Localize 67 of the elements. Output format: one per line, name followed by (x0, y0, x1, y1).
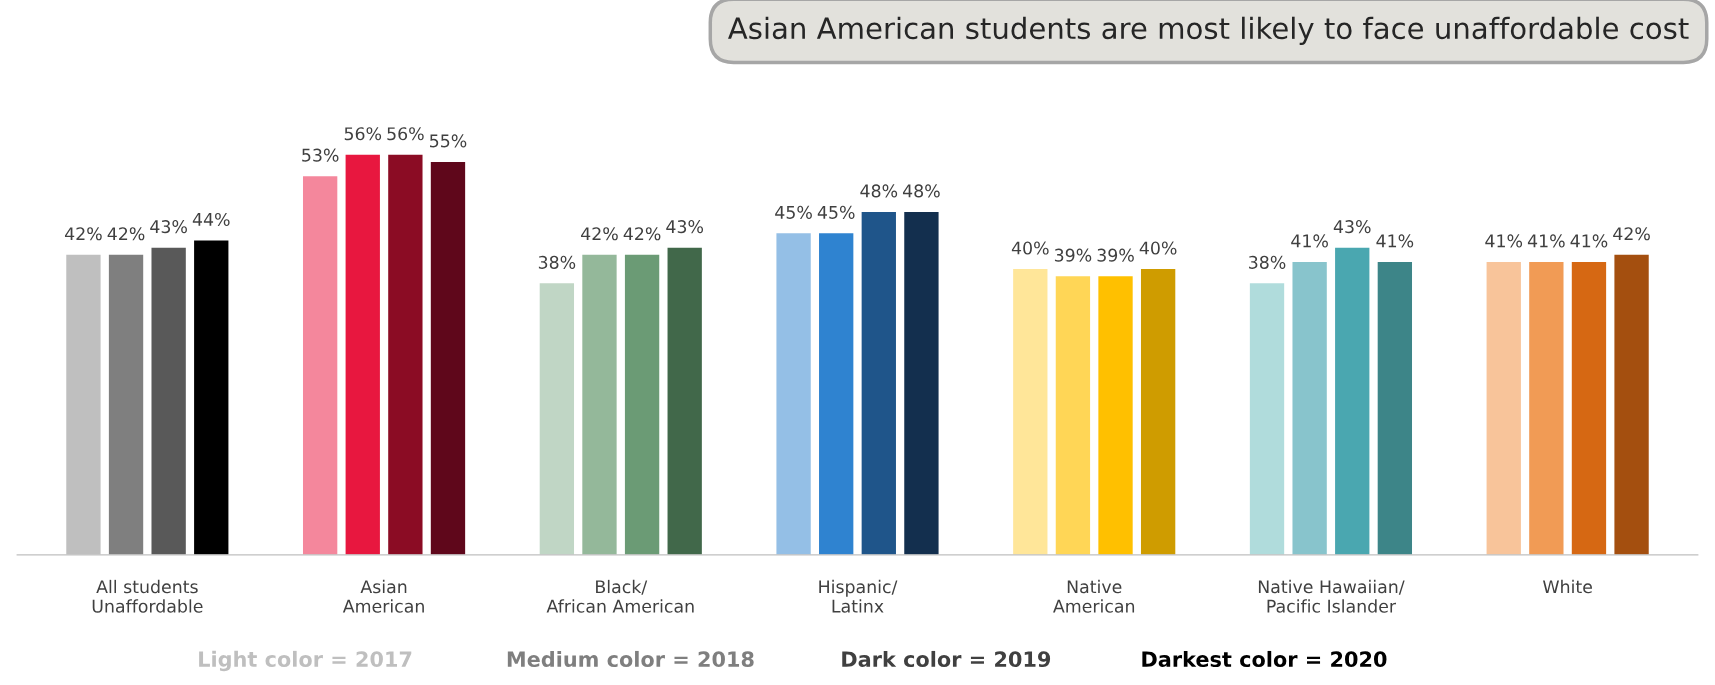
x-tick-label: White (1542, 579, 1592, 594)
bar (1013, 269, 1048, 555)
bar (345, 154, 380, 555)
x-tick-label: Native Hawaiian/ Pacific Islander (1258, 579, 1405, 613)
data-label: 42% (107, 227, 145, 241)
data-label: 56% (387, 127, 424, 141)
data-label: 41% (1291, 234, 1328, 248)
x-tick-label: Asian American (342, 579, 424, 613)
bar (302, 176, 338, 555)
data-label: 40% (1011, 241, 1049, 255)
bar (1292, 261, 1327, 555)
x-tick-label: Black/ African American (546, 579, 694, 613)
data-label: 48% (902, 184, 940, 198)
bar (388, 154, 423, 555)
bar (819, 233, 854, 555)
text: Dark color = 2019 (842, 650, 1051, 668)
data-label: 41% (1570, 234, 1608, 248)
data-label: 45% (775, 205, 812, 219)
bar (151, 247, 186, 555)
data-label: 43% (666, 220, 704, 234)
data-label: 41% (1527, 234, 1565, 248)
data-label: 42% (64, 227, 102, 241)
bar (539, 283, 575, 555)
x-tick-label: All students Unaffordable (92, 579, 203, 613)
data-label: 45% (817, 205, 855, 219)
data-label: 44% (192, 212, 230, 227)
data-label: 43% (150, 220, 187, 234)
chart-title: Asian American students are most likely to face unaffordable cost (728, 16, 1689, 45)
data-label: 42% (1613, 227, 1650, 241)
bar (1249, 283, 1285, 555)
bar (1377, 261, 1413, 555)
text: Darkest color = 2020 (1142, 650, 1387, 668)
data-label: 38% (1249, 255, 1286, 269)
bar (1571, 261, 1607, 555)
bar (582, 254, 617, 555)
bar (776, 233, 811, 555)
bar (1140, 269, 1176, 555)
data-label: 38% (538, 255, 576, 269)
x-tick-label: Native American (1053, 579, 1135, 613)
data-label: 40% (1139, 241, 1177, 255)
bar (1098, 276, 1133, 555)
data-label: 48% (860, 184, 898, 198)
data-label: 39% (1097, 248, 1134, 262)
data-label: 42% (623, 227, 661, 241)
text: Medium color = 2018 (507, 650, 754, 668)
bar (1335, 247, 1370, 555)
bar (861, 211, 896, 555)
bar (904, 211, 939, 555)
bar (1055, 276, 1091, 555)
data-label: 41% (1485, 234, 1523, 248)
data-label: 55% (430, 134, 467, 148)
bar (1486, 261, 1521, 555)
bar (430, 161, 466, 555)
text: Light color = 2017 (199, 650, 412, 672)
bar (667, 247, 702, 555)
x-tick-label: Hispanic/ Latinx (819, 579, 898, 613)
bar (624, 254, 660, 555)
data-label: 39% (1054, 248, 1092, 262)
bar (108, 254, 144, 555)
bar (194, 240, 229, 555)
data-label: 42% (581, 227, 618, 241)
data-label: 41% (1376, 234, 1414, 248)
data-label: 53% (302, 148, 339, 162)
data-label: 56% (344, 127, 382, 141)
data-label: 43% (1333, 220, 1371, 234)
bar (1614, 254, 1649, 555)
bar (1529, 261, 1564, 555)
